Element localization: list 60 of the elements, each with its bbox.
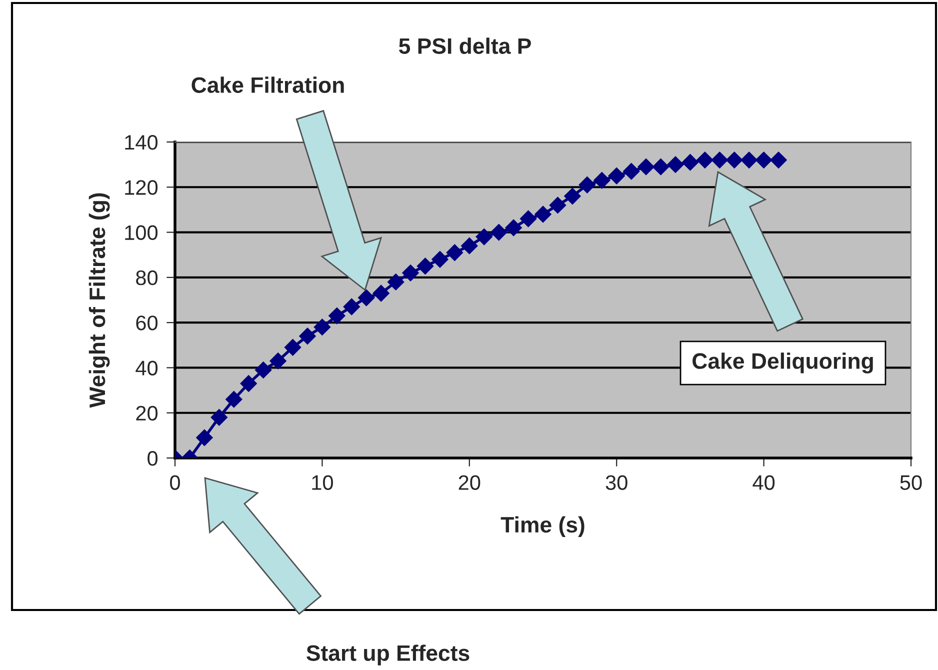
point bbox=[270, 352, 286, 370]
point bbox=[578, 176, 596, 194]
point bbox=[638, 158, 654, 176]
point bbox=[740, 152, 758, 168]
x-tick-label: 20 bbox=[458, 475, 480, 490]
point bbox=[328, 307, 346, 324]
point bbox=[343, 298, 360, 316]
chart-title: 5 PSI delta P bbox=[398, 38, 531, 54]
annotation: Cake Deliquoring bbox=[692, 352, 873, 374]
point bbox=[372, 284, 390, 302]
point bbox=[254, 362, 272, 378]
x-tick-label: 10 bbox=[312, 475, 333, 490]
point bbox=[667, 156, 684, 173]
point bbox=[446, 244, 464, 261]
text: Cake Filtration bbox=[192, 76, 344, 93]
point bbox=[520, 210, 537, 228]
x-tick-label: 50 bbox=[900, 475, 922, 490]
point bbox=[770, 152, 787, 168]
point bbox=[682, 154, 699, 171]
point bbox=[314, 318, 331, 336]
point bbox=[476, 228, 492, 246]
point bbox=[240, 375, 257, 392]
x-tick-label: 40 bbox=[752, 475, 775, 490]
point bbox=[226, 390, 242, 408]
point bbox=[461, 237, 478, 254]
point bbox=[534, 206, 552, 223]
y-tick-label: 0 bbox=[148, 451, 158, 466]
point bbox=[387, 274, 404, 290]
y-tick-label: 60 bbox=[136, 316, 158, 330]
y-tick-label: 100 bbox=[125, 225, 158, 240]
point bbox=[416, 258, 434, 275]
point bbox=[696, 152, 714, 168]
point bbox=[594, 172, 610, 189]
x-tick-label: 30 bbox=[606, 475, 628, 490]
point bbox=[608, 167, 625, 184]
point bbox=[711, 152, 728, 168]
x-axis-title: Time (s) bbox=[500, 516, 584, 538]
point bbox=[284, 339, 302, 356]
point bbox=[432, 250, 448, 268]
point bbox=[622, 162, 640, 180]
point bbox=[358, 289, 375, 306]
point bbox=[490, 224, 508, 241]
text: Start up Effects bbox=[306, 644, 470, 666]
point bbox=[299, 328, 316, 344]
point bbox=[726, 152, 743, 168]
y-tick-label: 20 bbox=[136, 406, 158, 421]
point bbox=[402, 264, 419, 282]
point bbox=[549, 196, 566, 214]
point bbox=[755, 152, 772, 168]
point bbox=[652, 158, 670, 176]
point bbox=[505, 219, 522, 236]
y-tick-label: 40 bbox=[136, 360, 158, 376]
point bbox=[196, 429, 213, 446]
y-tick-label: 80 bbox=[136, 270, 158, 286]
y-tick-label: 140 bbox=[125, 135, 158, 150]
point bbox=[210, 408, 228, 426]
y-tick-label: 120 bbox=[125, 180, 158, 195]
x-tick-label: 0 bbox=[170, 475, 180, 490]
point bbox=[564, 188, 581, 205]
y-axis-title: Weight of Filtrate (g) bbox=[88, 193, 110, 408]
